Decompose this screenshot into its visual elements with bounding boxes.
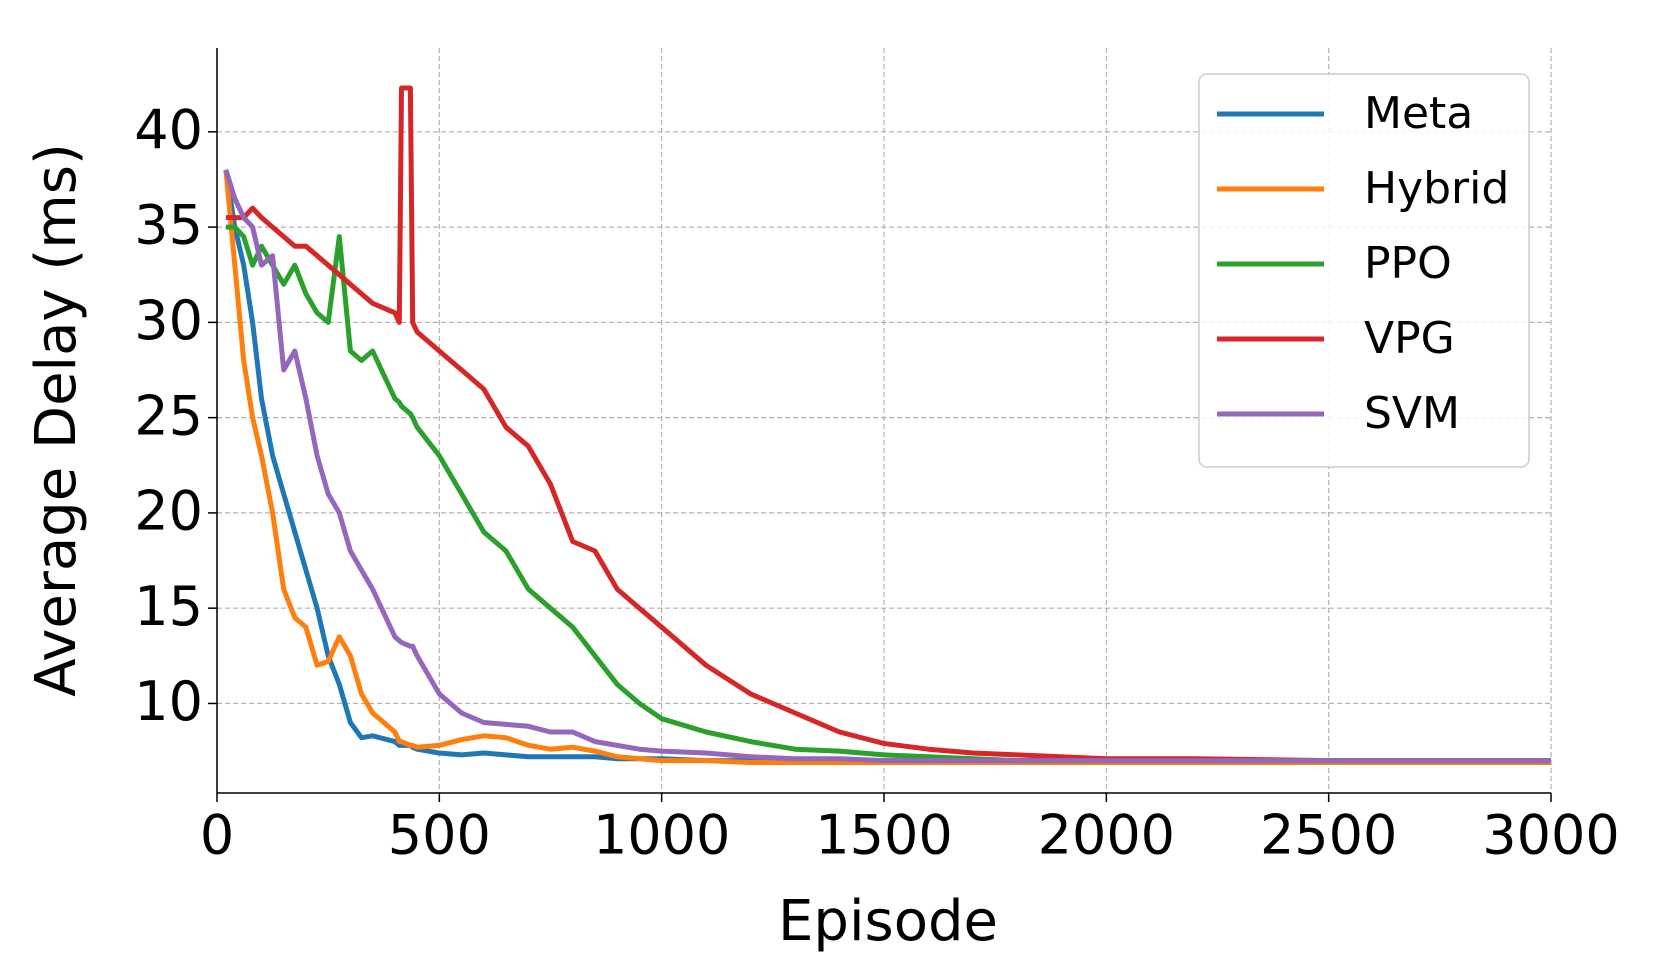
y-tick-label: 30 xyxy=(134,289,203,352)
x-axis-label: Episode xyxy=(778,889,998,954)
legend-label: PPO xyxy=(1364,238,1452,289)
series-line xyxy=(223,169,1551,764)
x-tick-label: 3000 xyxy=(1482,804,1619,867)
series-line xyxy=(225,85,1551,764)
x-tick-label: 0 xyxy=(200,804,234,867)
legend-label: Hybrid xyxy=(1364,163,1509,214)
x-tick-label: 1500 xyxy=(815,804,952,867)
y-tick-label: 10 xyxy=(134,670,203,733)
x-tick-label: 1000 xyxy=(593,804,730,867)
legend: Meta Hybrid PPO VPG SVM xyxy=(1198,73,1530,468)
y-tick-label: 20 xyxy=(134,480,203,543)
x-tick-label: 2500 xyxy=(1260,804,1397,867)
legend-box xyxy=(1198,73,1530,468)
y-tick-label: 40 xyxy=(134,98,203,161)
y-tick-label: 35 xyxy=(134,194,203,257)
y-tick-label: 15 xyxy=(134,575,203,638)
legend-label: VPG xyxy=(1364,313,1455,364)
legend-label: SVM xyxy=(1364,388,1460,439)
y-tick-label: 25 xyxy=(134,384,203,447)
x-tick-label: 500 xyxy=(388,804,491,867)
series-line xyxy=(225,224,1551,764)
x-tick-label: 2000 xyxy=(1038,804,1175,867)
y-axis-label: Average Delay (ms) xyxy=(24,143,89,697)
legend-label: Meta xyxy=(1364,88,1473,139)
